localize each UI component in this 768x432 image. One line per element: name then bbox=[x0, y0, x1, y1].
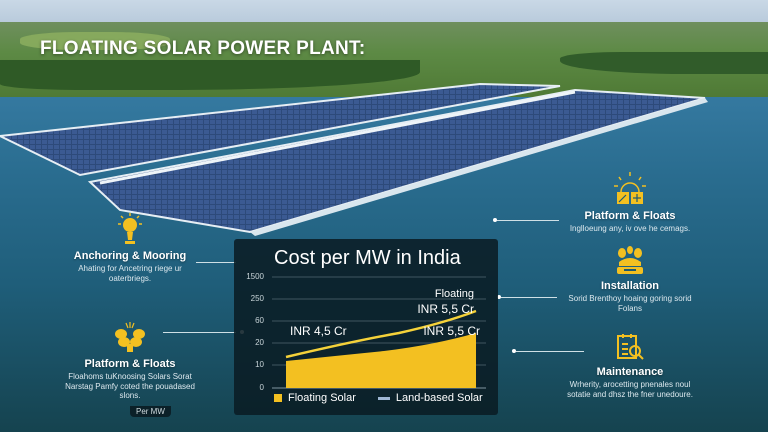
legend-land: Land-based Solar bbox=[395, 392, 483, 404]
feature-platform-floats-right: Platform & Floats Inglloeung any, iv ove… bbox=[560, 172, 700, 234]
connector-dot bbox=[497, 295, 501, 299]
feature-maintenance: Maintenance Wrherity, arocetting pnenale… bbox=[560, 332, 700, 399]
page-title: FLOATING SOLAR POWER PLANT: bbox=[40, 38, 366, 59]
maintenance-clipboard-icon bbox=[617, 334, 644, 360]
connector-line bbox=[501, 297, 557, 298]
connector-line bbox=[163, 332, 236, 333]
y-tick: 20 bbox=[255, 338, 264, 347]
legend-floating: Floating Solar bbox=[288, 392, 356, 404]
floating-solar-swatch bbox=[274, 394, 282, 402]
chart-footer-per-mw: Per MW bbox=[130, 406, 171, 417]
floating-label: Floating bbox=[435, 288, 474, 300]
sky bbox=[0, 0, 768, 24]
y-tick: 60 bbox=[255, 316, 264, 325]
connector-dot bbox=[512, 349, 516, 353]
cost-chart-panel: Cost per MW in India 1500 250 60 20 10 0… bbox=[234, 239, 498, 415]
land-based-area bbox=[286, 333, 476, 388]
feature-title: Platform & Floats bbox=[584, 210, 676, 222]
feature-title: Anchoring & Mooring bbox=[73, 250, 187, 262]
connector-line bbox=[497, 220, 559, 221]
feature-title: Platform & Floats bbox=[84, 358, 176, 370]
area-value: INR 5,5 Cr bbox=[423, 324, 480, 338]
feature-description: Wrherity, arocetting pnenales noul sotat… bbox=[567, 380, 693, 399]
feature-description: Inglloeung any, iv ove he cemags. bbox=[569, 224, 691, 233]
feature-title: Maintenance bbox=[596, 366, 664, 378]
top-line-value: INR 5,5 Cr bbox=[417, 302, 474, 316]
cost-area-chart: 1500 250 60 20 10 0 Floating INR 5,5 Cr … bbox=[246, 272, 486, 392]
feature-description: Sorid Brenthoy hoaing goring sorid Folan… bbox=[568, 294, 692, 313]
feature-platform-floats-left: Platform & Floats Floahoms tuKnoosing So… bbox=[60, 322, 200, 401]
chart-title: Cost per MW in India bbox=[274, 247, 461, 269]
feature-title: Installation bbox=[600, 280, 660, 292]
y-tick: 0 bbox=[260, 383, 265, 392]
connector-line bbox=[516, 351, 584, 352]
installation-icon bbox=[617, 246, 643, 274]
feature-anchoring-mooring: Anchoring & Mooring Ahating for Ancetrin… bbox=[60, 212, 200, 283]
feature-description: Ahating for Ancetring riege ur oaterbrie… bbox=[78, 264, 182, 283]
y-tick: 10 bbox=[255, 360, 264, 369]
connector-line bbox=[196, 262, 236, 263]
land-based-swatch bbox=[377, 396, 390, 400]
floating-solar-line bbox=[285, 309, 477, 359]
y-tick: 1500 bbox=[246, 272, 264, 281]
feature-description: Floahoms tuKnoosing Solars Sorat Narstag… bbox=[65, 372, 195, 401]
connector-dot bbox=[493, 218, 497, 222]
lightbulb-icon bbox=[118, 213, 142, 244]
landscape bbox=[0, 22, 768, 97]
chart-legend: Floating Solar Land-based Solar bbox=[274, 392, 483, 404]
float-cluster-icon bbox=[115, 322, 145, 352]
solar-platform-icon bbox=[614, 172, 646, 204]
left-value: INR 4,5 Cr bbox=[290, 324, 347, 338]
feature-installation: Installation Sorid Brenthoy hoaing gorin… bbox=[560, 246, 700, 313]
y-tick: 250 bbox=[251, 294, 265, 303]
